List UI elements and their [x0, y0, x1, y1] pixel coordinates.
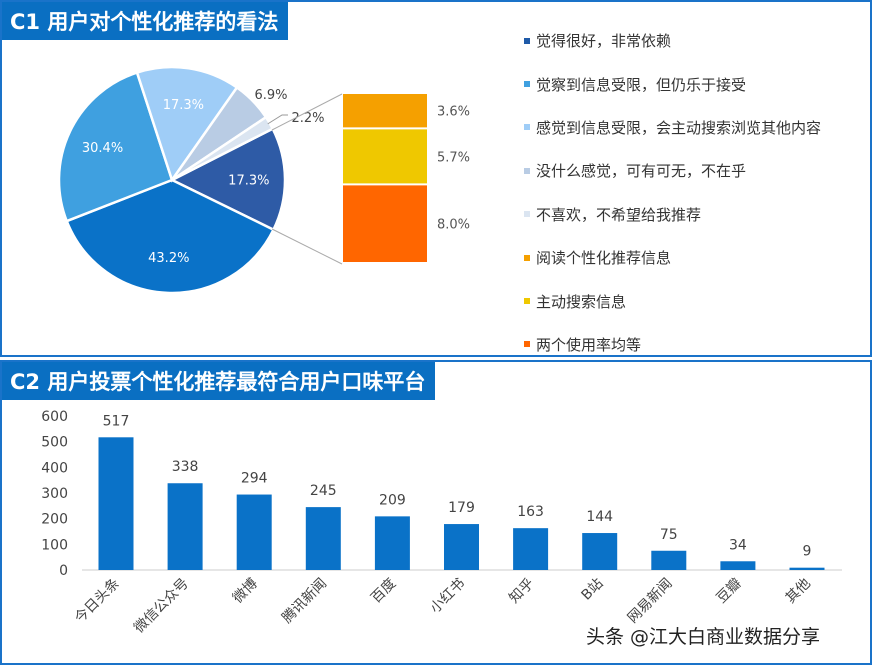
- pie-slice: [57, 70, 174, 223]
- bar: [167, 483, 203, 570]
- bar-data-label: 338: [172, 459, 199, 475]
- bar: [305, 507, 341, 570]
- legend-item: 主动搜索信息: [524, 279, 821, 322]
- legend-swatch: [524, 211, 530, 218]
- bar-data-label: 209: [379, 492, 406, 508]
- watermark: 头条 @江大白商业数据分享: [586, 626, 821, 648]
- legend-item: 没什么感觉，可有可无，不在乎: [524, 149, 821, 192]
- x-tick-label: 微信公众号: [131, 576, 192, 637]
- bar: [513, 528, 549, 570]
- bar-data-label: 9: [803, 544, 812, 560]
- bar: [651, 550, 687, 570]
- panel-c2: C2 用户投票个性化推荐最符合用户口味平台: [0, 360, 872, 665]
- pie-slice: [135, 65, 239, 183]
- legend-swatch: [524, 37, 530, 44]
- legend-item: 觉察到信息受限，但仍乐于接受: [524, 62, 821, 105]
- x-tick-label: 今日头条: [71, 575, 123, 627]
- y-tick-label: 600: [41, 409, 68, 425]
- legend-label: 觉察到信息受限，但仍乐于接受: [536, 75, 747, 94]
- x-tick-label: 其他: [783, 576, 814, 607]
- y-tick-label: 200: [41, 512, 68, 528]
- bar-data-label: 163: [517, 504, 544, 520]
- x-tick-label: 微博: [229, 575, 261, 607]
- breakdown-segment: [343, 129, 427, 184]
- bar-data-label: 179: [448, 500, 475, 516]
- legend-swatch: [524, 81, 530, 88]
- bar: [444, 524, 479, 570]
- legend-label: 没什么感觉，可有可无，不在乎: [536, 162, 747, 181]
- bar-data-label: 517: [103, 413, 130, 429]
- legend-swatch: [524, 341, 530, 348]
- y-tick-label: 300: [41, 486, 68, 502]
- bar-data-label: 144: [586, 509, 613, 525]
- x-tick-label: 网易新闻: [625, 576, 676, 627]
- x-tick-label: 知乎: [506, 575, 538, 607]
- leader-line: [267, 114, 288, 125]
- bar: [720, 561, 756, 570]
- connector-line: [271, 93, 343, 131]
- breakdown-segment: [343, 185, 427, 262]
- legend: 觉得很好，非常依赖觉察到信息受限，但仍乐于接受感觉到信息受限，会主动搜索浏览其他…: [524, 19, 821, 366]
- x-tick-label: 豆瓣: [714, 576, 745, 607]
- pie-slice: [65, 178, 276, 295]
- breakdown-segment: [343, 94, 427, 128]
- legend-item: 感觉到信息受限，会主动搜索浏览其他内容: [524, 106, 821, 149]
- bar: [374, 516, 410, 570]
- connector-line: [271, 228, 343, 265]
- bar-data-label: 34: [729, 537, 747, 553]
- legend-swatch: [524, 298, 530, 305]
- bar: [98, 437, 134, 570]
- legend-label: 觉得很好，非常依赖: [536, 32, 672, 51]
- bar: [582, 533, 618, 570]
- y-tick-label: 400: [41, 460, 68, 476]
- pie-data-label: 43.2%: [148, 251, 189, 266]
- legend-label: 主动搜索信息: [536, 292, 627, 311]
- x-tick-label: B站: [579, 576, 607, 604]
- pie-data-label: 17.3%: [163, 98, 204, 113]
- x-tick-label: 小红书: [427, 576, 468, 617]
- legend-label: 阅读个性化推荐信息: [536, 249, 672, 268]
- bar-data-label: 294: [241, 471, 268, 487]
- pie-data-label: 30.4%: [82, 141, 123, 156]
- chart-title-c1: C1 用户对个性化推荐的看法: [2, 2, 289, 40]
- breakdown-label: 8.0%: [437, 218, 470, 233]
- legend-item: 觉得很好，非常依赖: [524, 19, 821, 62]
- x-tick-label: 腾讯新闻: [279, 575, 331, 627]
- bar: [236, 494, 272, 570]
- pie-chart: 17.3% 43.2% 30.4% 17.3% 6.9% 2.2% 3.6% 5.7% 8.0%: [57, 65, 470, 295]
- bar-data-label: 75: [660, 527, 678, 543]
- y-tick-label: 500: [41, 435, 68, 451]
- legend-label: 两个使用率均等: [536, 335, 642, 354]
- bar-data-label: 245: [310, 483, 337, 499]
- y-tick-label: 0: [59, 563, 68, 579]
- legend-item: 阅读个性化推荐信息: [524, 236, 821, 279]
- panel-c1: C1 用户对个性化推荐的看法 17.3% 43.2% 30.4% 17.3% 6.9% 2…: [0, 0, 872, 357]
- legend-label: 感觉到信息受限，会主动搜索浏览其他内容: [536, 118, 822, 137]
- pie-data-label: 17.3%: [228, 173, 269, 188]
- legend-label: 不喜欢，不希望给我推荐: [536, 205, 702, 224]
- bar: [789, 567, 825, 570]
- legend-swatch: [524, 124, 530, 131]
- legend-item: 不喜欢，不希望给我推荐: [524, 193, 821, 236]
- x-tick-label: 百度: [368, 576, 399, 607]
- pie-slice: [169, 127, 287, 232]
- breakdown-label: 3.6%: [437, 105, 470, 120]
- legend-item: 两个使用率均等: [524, 323, 821, 366]
- legend-swatch: [524, 167, 530, 174]
- legend-swatch: [524, 254, 530, 261]
- pie-data-label: 6.9%: [254, 88, 287, 103]
- breakdown-label: 5.7%: [437, 150, 470, 165]
- pie-data-label: 2.2%: [291, 111, 324, 126]
- chart-title-c2: C2 用户投票个性化推荐最符合用户口味平台: [2, 362, 436, 400]
- y-tick-label: 100: [41, 537, 68, 553]
